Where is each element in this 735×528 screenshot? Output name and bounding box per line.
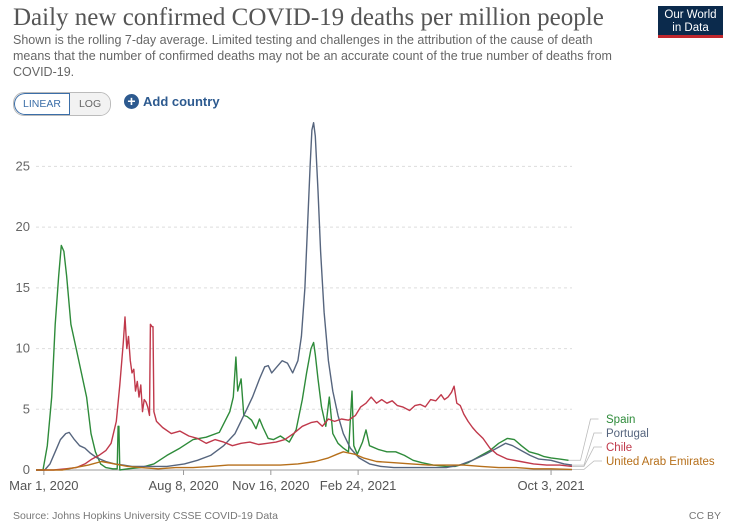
- y-tick-label: 15: [16, 280, 30, 295]
- y-tick-label: 10: [16, 341, 30, 356]
- legend-connector: [568, 418, 599, 461]
- y-tick-label: 5: [23, 401, 30, 416]
- add-country-button[interactable]: + Add country: [124, 94, 220, 109]
- legend-label: Chile: [606, 442, 632, 454]
- legend-label: Portugal: [606, 428, 649, 440]
- x-tick-label: Feb 24, 2021: [320, 478, 397, 493]
- series-layer: [36, 122, 573, 471]
- legend-connector: [572, 460, 602, 470]
- grid-layer: [36, 165, 572, 475]
- y-tick-label: 25: [16, 158, 30, 173]
- legend-connector: [572, 432, 602, 466]
- chart-subtitle: Shown is the rolling 7-day average. Limi…: [13, 33, 612, 79]
- x-tick-label: Mar 1, 2020: [9, 478, 78, 493]
- license-label[interactable]: CC BY: [688, 510, 721, 522]
- x-tick-label: Aug 8, 2020: [148, 478, 218, 493]
- y-tick-label: 0: [23, 462, 30, 477]
- label-layer: 0 5 10 15 20 25 Mar 1, 2020 Aug 8, 2020 Nov 16, …: [9, 158, 715, 493]
- legend-label: United Arab Emirates: [606, 456, 715, 468]
- line-chart: 0 5 10 15 20 25 Mar 1, 2020 Aug 8, 2020 Nov 16, …: [9, 122, 715, 493]
- scale-toggle: LINEAR LOG: [13, 92, 112, 116]
- y-tick-label: 20: [16, 219, 30, 234]
- plus-circle-icon: +: [124, 94, 139, 109]
- legend-label: Spain: [606, 414, 635, 426]
- series-line-chile: [36, 316, 573, 471]
- log-scale-button[interactable]: LOG: [69, 93, 111, 115]
- logo-line-2: in Data: [672, 22, 709, 34]
- series-line-spain: [36, 244, 569, 471]
- legend-connector: [572, 446, 602, 467]
- add-country-label: Add country: [143, 94, 220, 109]
- logo-line-1: Our World: [664, 9, 717, 21]
- owid-logo[interactable]: Our World in Data: [658, 6, 723, 38]
- chart-title: Daily new confirmed COVID-19 deaths per …: [13, 4, 604, 31]
- linear-scale-button[interactable]: LINEAR: [14, 93, 70, 115]
- series-line-united-arab-emirates: [36, 451, 573, 471]
- x-tick-label: Oct 3, 2021: [517, 478, 584, 493]
- source-note[interactable]: Source: Johns Hopkins University CSSE CO…: [13, 510, 278, 522]
- x-tick-label: Nov 16, 2020: [232, 478, 309, 493]
